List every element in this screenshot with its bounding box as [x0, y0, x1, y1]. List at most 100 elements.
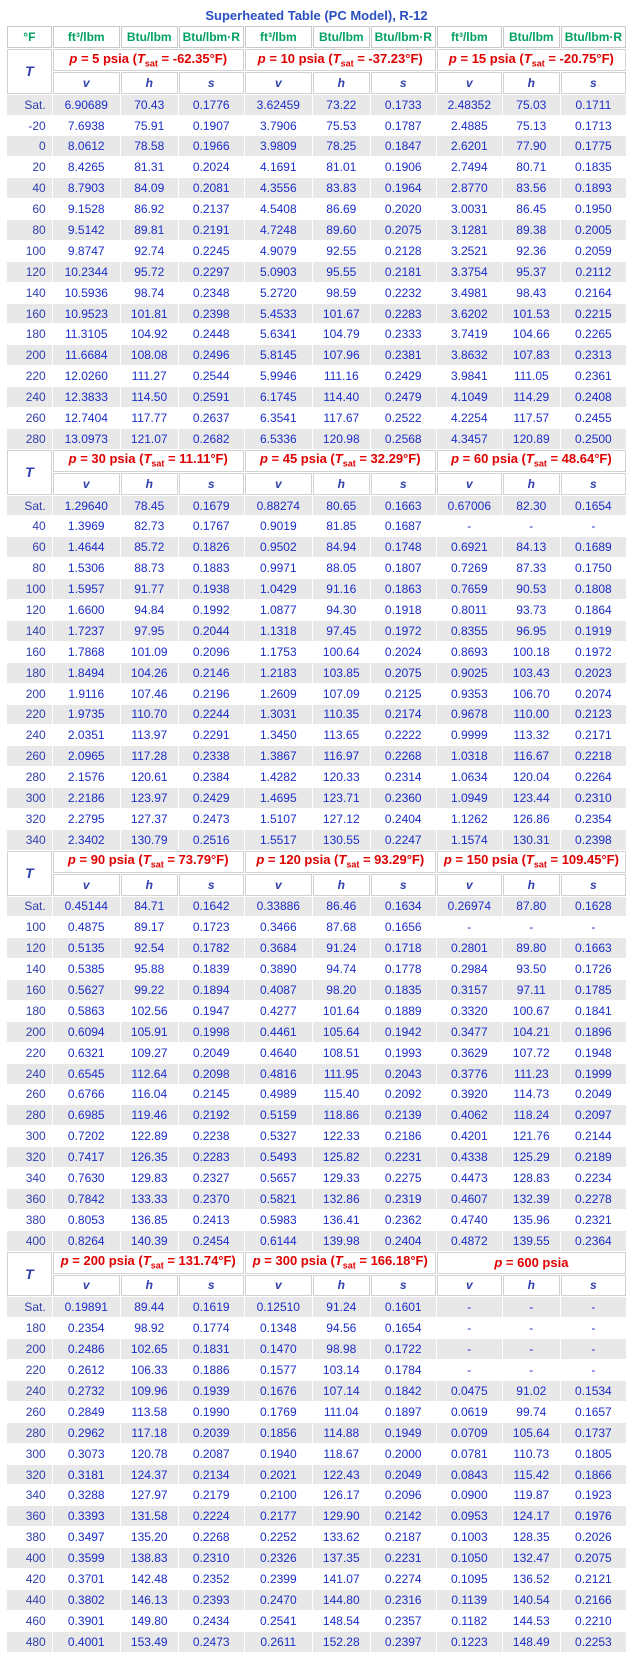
value-cell: 0.7417: [52, 1147, 120, 1168]
value-cell: 1.3867: [244, 746, 312, 767]
table-row: 340 2.3402 130.79 0.2516 1.5517 130.55 0.2247 1…: [7, 829, 626, 850]
value-cell: 99.22: [120, 980, 178, 1000]
value-cell: 1.5957: [52, 579, 120, 600]
temperature-cell: 0: [7, 136, 52, 157]
table-row: 240 12.3833 114.50 0.2591 6.1745 114.40 0.2479…: [7, 387, 626, 408]
value-cell: 111.04: [312, 1401, 370, 1422]
value-cell: 140.39: [120, 1230, 178, 1251]
value-cell: 0.2137: [178, 199, 244, 220]
property-label-s: s: [560, 1274, 626, 1297]
value-cell: 121.76: [502, 1126, 560, 1147]
temperature-cell: 260: [7, 1401, 52, 1422]
value-cell: 0.2275: [370, 1168, 436, 1188]
value-cell: 0.3477: [436, 1021, 502, 1042]
value-cell: 0.1938: [178, 579, 244, 600]
value-cell: 0.1919: [560, 620, 626, 641]
table-row: 120 1.6600 94.84 0.1992 1.0877 94.30 0.1918 0.8…: [7, 600, 626, 620]
value-cell: 0.3629: [436, 1042, 502, 1063]
value-cell: 0.2128: [370, 240, 436, 261]
value-cell: 0.4816: [244, 1063, 312, 1084]
value-cell: 84.09: [120, 178, 178, 199]
value-cell: 98.20: [312, 980, 370, 1000]
table-row: 60 1.4644 85.72 0.1826 0.9502 84.94 0.1748 0.69…: [7, 537, 626, 558]
value-cell: 0.9502: [244, 537, 312, 558]
value-cell: 0.5657: [244, 1168, 312, 1188]
value-cell: 0.1966: [178, 136, 244, 157]
value-cell: 123.97: [120, 788, 178, 808]
value-cell: 1.0877: [244, 600, 312, 620]
value-cell: 101.67: [312, 303, 370, 324]
value-cell: 133.62: [312, 1527, 370, 1548]
table-row: 300 2.2186 123.97 0.2429 1.4695 123.71 0.2360 1…: [7, 788, 626, 808]
value-cell: 107.72: [502, 1042, 560, 1063]
property-label-h: h: [312, 1274, 370, 1297]
value-cell: 75.03: [502, 94, 560, 115]
value-cell: 0.1737: [560, 1422, 626, 1443]
pressure-header: p = 600 psia: [436, 1251, 626, 1274]
value-cell: 114.73: [502, 1084, 560, 1105]
value-cell: 1.5306: [52, 558, 120, 579]
unit-h: Btu/lbm: [502, 26, 560, 48]
value-cell: 0.1923: [560, 1485, 626, 1506]
value-cell: 2.7494: [436, 157, 502, 178]
value-cell: 0.2021: [244, 1464, 312, 1485]
value-cell: 0.1003: [436, 1527, 502, 1548]
value-cell: 127.12: [312, 808, 370, 829]
pressure-header: p = 90 psia (Tsat = 73.79°F): [52, 850, 244, 873]
value-cell: 2.8770: [436, 178, 502, 199]
value-cell: 0.2319: [370, 1188, 436, 1209]
value-cell: 91.16: [312, 579, 370, 600]
value-cell: 0.2541: [244, 1610, 312, 1631]
property-label-v: v: [244, 71, 312, 94]
temperature-cell: 80: [7, 220, 52, 240]
value-cell: 129.33: [312, 1168, 370, 1188]
value-cell: 70.43: [120, 94, 178, 115]
value-cell: 0.2177: [244, 1506, 312, 1527]
pressure-header: p = 300 psia (Tsat = 166.18°F): [244, 1251, 436, 1274]
table-row: 360 0.3393 131.58 0.2224 0.2177 129.90 0.2142 0…: [7, 1506, 626, 1527]
value-cell: 0.1866: [560, 1464, 626, 1485]
table-row: Sat. 0.45144 84.71 0.1642 0.33886 86.46 0.1634…: [7, 896, 626, 917]
table-row: 220 12.0260 111.27 0.2544 5.9946 111.16 0.2429…: [7, 366, 626, 387]
value-cell: 0.2682: [178, 428, 244, 449]
value-cell: 0.1628: [560, 896, 626, 917]
temperature-label: T: [7, 1251, 52, 1297]
value-cell: 110.35: [312, 704, 370, 725]
value-cell: 2.6201: [436, 136, 502, 157]
temperature-cell: 120: [7, 261, 52, 282]
value-cell: 2.0351: [52, 725, 120, 746]
value-cell: 0.0619: [436, 1401, 502, 1422]
temperature-cell: 320: [7, 1147, 52, 1168]
table-row: 220 1.9735 110.70 0.2244 1.3031 110.35 0.2174 0…: [7, 704, 626, 725]
value-cell: 0.1782: [178, 938, 244, 959]
value-cell: 0.4640: [244, 1042, 312, 1063]
value-cell: 89.81: [120, 220, 178, 240]
value-cell: 128.35: [502, 1527, 560, 1548]
value-cell: 107.46: [120, 683, 178, 704]
pressure-header: p = 120 psia (Tsat = 93.29°F): [244, 850, 436, 873]
value-cell: 107.96: [312, 345, 370, 366]
temperature-cell: 280: [7, 767, 52, 788]
value-cell: 3.4981: [436, 282, 502, 303]
value-cell: 0.1676: [244, 1381, 312, 1401]
value-cell: 0.1722: [370, 1339, 436, 1360]
value-cell: -: [436, 1297, 502, 1318]
table-row: 400 0.8264 140.39 0.2454 0.6144 139.98 0.2404 0…: [7, 1230, 626, 1251]
value-cell: 3.3754: [436, 261, 502, 282]
value-cell: 0.1689: [560, 537, 626, 558]
value-cell: 0.2291: [178, 725, 244, 746]
value-cell: -: [436, 917, 502, 938]
temperature-cell: 180: [7, 662, 52, 683]
value-cell: 92.36: [502, 240, 560, 261]
value-cell: 0.2338: [178, 746, 244, 767]
value-cell: 95.55: [312, 261, 370, 282]
value-cell: 139.55: [502, 1230, 560, 1251]
value-cell: 78.25: [312, 136, 370, 157]
table-row: Sat. 0.19891 89.44 0.1619 0.12510 91.24 0.1601…: [7, 1297, 626, 1318]
temperature-cell: 100: [7, 579, 52, 600]
value-cell: 136.41: [312, 1209, 370, 1230]
value-cell: 0.2196: [178, 683, 244, 704]
value-cell: 107.09: [312, 683, 370, 704]
table-row: Sat. 1.29640 78.45 0.1679 0.88274 80.65 0.1663…: [7, 495, 626, 516]
value-cell: 130.55: [312, 829, 370, 850]
